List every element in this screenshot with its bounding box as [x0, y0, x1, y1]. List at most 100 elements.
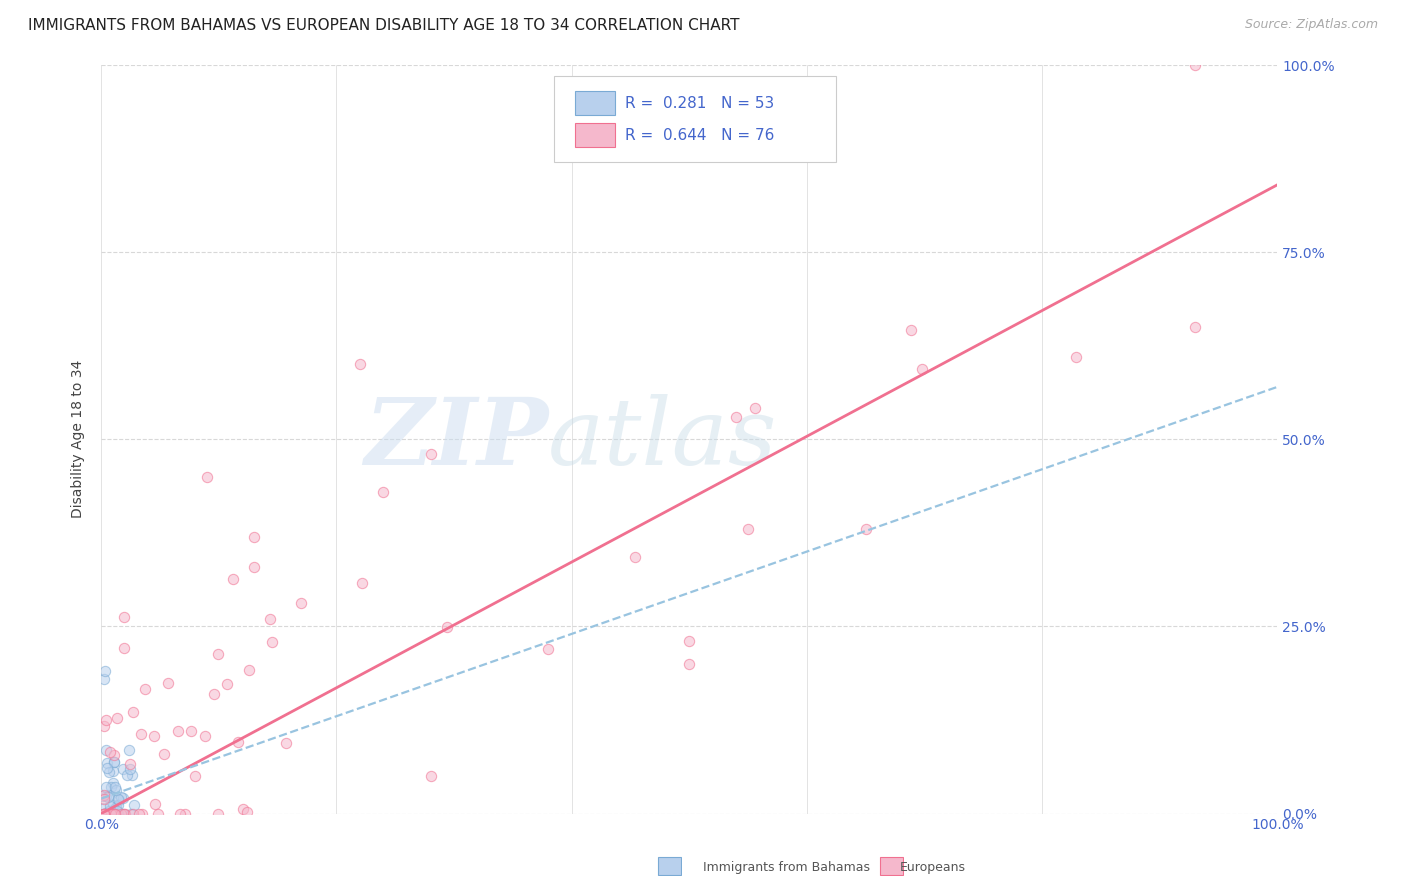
Point [110, 789, 132, 804]
Point [911, 361, 934, 376]
Point [94, 743, 117, 757]
Point [725, 409, 748, 424]
Point [94, 806, 117, 821]
Point [260, 635, 283, 649]
Point [93, 806, 115, 821]
Point [350, 575, 373, 590]
Point [134, 682, 156, 697]
Point [93, 792, 115, 806]
Point [104, 780, 127, 795]
Point [101, 806, 124, 821]
Point [112, 609, 135, 624]
Point [103, 755, 125, 769]
Point [373, 484, 395, 499]
Point [100, 806, 122, 821]
Point [90, 789, 112, 803]
Point [94, 806, 117, 821]
Text: R =  0.281   N = 53: R = 0.281 N = 53 [624, 95, 773, 111]
Y-axis label: Disability Age 18 to 34: Disability Age 18 to 34 [72, 360, 86, 518]
Point [103, 806, 125, 821]
Point [112, 806, 135, 821]
Point [105, 806, 128, 821]
FancyBboxPatch shape [575, 91, 616, 115]
Point [1184, 320, 1206, 334]
Point [111, 806, 134, 821]
Point [419, 447, 441, 461]
Point [1066, 350, 1088, 364]
Point [436, 620, 458, 634]
Point [156, 675, 179, 690]
Point [238, 663, 260, 677]
Point [174, 806, 197, 821]
Point [243, 559, 266, 574]
Point [678, 657, 700, 671]
Text: Europeans: Europeans [900, 861, 966, 873]
Point [96, 756, 118, 771]
Point [129, 727, 152, 741]
Point [101, 776, 124, 790]
Point [107, 791, 129, 805]
Point [207, 806, 229, 821]
Point [107, 792, 129, 806]
FancyBboxPatch shape [575, 123, 616, 147]
Point [128, 806, 150, 821]
Point [194, 729, 217, 743]
Point [202, 687, 225, 701]
Point [118, 757, 141, 772]
FancyBboxPatch shape [554, 77, 837, 162]
Point [103, 806, 125, 821]
Point [153, 747, 176, 762]
Point [112, 790, 135, 805]
Point [93, 672, 115, 686]
Point [98, 806, 121, 821]
Point [259, 612, 281, 626]
Point [94, 806, 117, 821]
Point [537, 641, 560, 656]
Point [103, 755, 125, 769]
Point [93, 801, 115, 815]
Point [180, 723, 202, 738]
Point [222, 573, 245, 587]
Point [131, 806, 153, 821]
Point [107, 798, 129, 813]
Point [169, 806, 191, 821]
Text: Source: ZipAtlas.com: Source: ZipAtlas.com [1244, 18, 1378, 31]
Point [122, 797, 145, 812]
Text: atlas: atlas [548, 394, 778, 484]
Point [96, 713, 118, 727]
Point [105, 804, 128, 818]
Point [96, 806, 118, 821]
Point [100, 806, 122, 821]
Point [104, 783, 127, 797]
Point [93, 806, 115, 821]
Point [93, 806, 115, 821]
Text: R =  0.644   N = 76: R = 0.644 N = 76 [624, 128, 773, 143]
Point [228, 735, 250, 749]
Point [184, 769, 207, 783]
Point [93, 788, 115, 802]
Text: IMMIGRANTS FROM BAHAMAS VS EUROPEAN DISABILITY AGE 18 TO 34 CORRELATION CHART: IMMIGRANTS FROM BAHAMAS VS EUROPEAN DISA… [28, 18, 740, 33]
Point [195, 469, 218, 483]
Point [104, 800, 127, 814]
Point [94, 789, 117, 804]
Point [737, 522, 759, 536]
Point [290, 596, 312, 610]
Point [243, 530, 266, 544]
Point [101, 764, 124, 778]
Point [624, 550, 647, 565]
Text: ZIP: ZIP [364, 394, 548, 484]
Point [97, 789, 120, 804]
Point [100, 806, 122, 821]
Point [112, 641, 135, 656]
Point [94, 806, 117, 821]
Point [143, 797, 166, 811]
Point [274, 736, 297, 750]
Point [744, 401, 766, 415]
Point [146, 806, 169, 821]
Point [349, 358, 371, 372]
Point [167, 724, 190, 739]
Text: Immigrants from Bahamas: Immigrants from Bahamas [703, 861, 870, 873]
Point [91, 806, 114, 821]
Point [93, 719, 115, 733]
Point [678, 634, 700, 648]
